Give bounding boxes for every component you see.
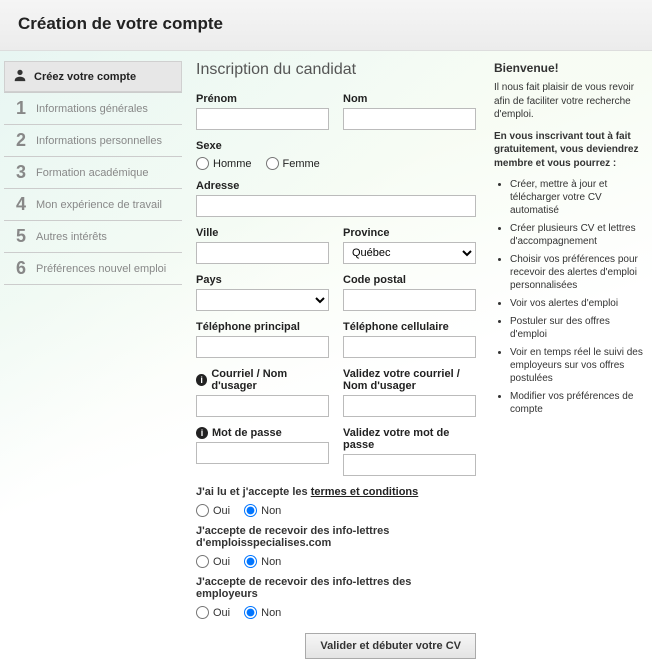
step-label: Informations générales (36, 103, 148, 115)
welcome-bullet: Voir vos alertes d'emploi (510, 297, 646, 310)
step-number: 5 (12, 226, 30, 247)
terms-yes-radio[interactable] (196, 504, 209, 517)
gender-female-option[interactable]: Femme (266, 157, 320, 170)
step-education[interactable]: 3 Formation académique (4, 157, 182, 189)
newsletter-site-yes[interactable]: Oui (196, 555, 230, 568)
welcome-p1: Il nous fait plaisir de vous revoir afin… (494, 81, 646, 122)
firstname-input[interactable] (196, 108, 329, 130)
email-confirm-label: Validez votre courriel / Nom d'usager (343, 368, 476, 392)
email-input[interactable] (196, 395, 329, 417)
city-label: Ville (196, 227, 329, 239)
address-input[interactable] (196, 195, 476, 217)
step-work-experience[interactable]: 4 Mon expérience de travail (4, 189, 182, 221)
terms-row: J'ai lu et j'accepte les termes et condi… (196, 486, 476, 498)
welcome-p2: En vous inscrivant tout à fait gratuitem… (494, 130, 646, 171)
step-other-interests[interactable]: 5 Autres intérêts (4, 221, 182, 253)
terms-yes[interactable]: Oui (196, 504, 230, 517)
firstname-label: Prénom (196, 93, 329, 105)
gender-male-option[interactable]: Homme (196, 157, 252, 170)
email-confirm-input[interactable] (343, 395, 476, 417)
phone-cell-label: Téléphone cellulaire (343, 321, 476, 333)
step-label: Formation académique (36, 167, 149, 179)
newsletter-emp-row: J'accepte de recevoir des info-lettres d… (196, 576, 476, 600)
step-job-preferences[interactable]: 6 Préférences nouvel emploi (4, 253, 182, 285)
country-select[interactable] (196, 289, 329, 311)
phone-cell-input[interactable] (343, 336, 476, 358)
province-select[interactable]: Québec (343, 242, 476, 264)
password-confirm-label: Validez votre mot de passe (343, 427, 476, 451)
user-icon (12, 68, 28, 85)
step-number: 1 (12, 98, 30, 119)
welcome-bullet: Créer, mettre à jour et télécharger votr… (510, 178, 646, 217)
step-label: Préférences nouvel emploi (36, 263, 166, 275)
step-label: Mon expérience de travail (36, 199, 162, 211)
newsletter-emp-no[interactable]: Non (244, 606, 281, 619)
step-number: 2 (12, 130, 30, 151)
welcome-bullet: Choisir vos préférences pour recevoir de… (510, 253, 646, 292)
gender-male-radio[interactable] (196, 157, 209, 170)
submit-button[interactable]: Valider et débuter votre CV (305, 633, 476, 659)
newsletter-site-no-radio[interactable] (244, 555, 257, 568)
info-icon: i (196, 427, 208, 439)
welcome-bullets: Créer, mettre à jour et télécharger votr… (494, 178, 646, 416)
address-label: Adresse (196, 180, 476, 192)
steps-sidebar: Créez votre compte 1 Informations généra… (4, 61, 182, 659)
welcome-bullet: Voir en temps réel le suivi des employeu… (510, 346, 646, 385)
step-personal-info[interactable]: 2 Informations personnelles (4, 125, 182, 157)
step-create-account[interactable]: Créez votre compte (4, 61, 182, 93)
info-icon: i (196, 374, 207, 386)
newsletter-emp-yes[interactable]: Oui (196, 606, 230, 619)
page-title: Création de votre compte (18, 14, 634, 34)
newsletter-emp-no-radio[interactable] (244, 606, 257, 619)
terms-link[interactable]: termes et conditions (311, 486, 419, 498)
password-confirm-input[interactable] (343, 454, 476, 476)
step-label: Informations personnelles (36, 135, 162, 147)
terms-no-radio[interactable] (244, 504, 257, 517)
step-general-info[interactable]: 1 Informations générales (4, 93, 182, 125)
form-title: Inscription du candidat (196, 61, 476, 79)
welcome-title: Bienvenue! (494, 61, 646, 75)
registration-form: Inscription du candidat Prénom Nom Sexe … (182, 61, 486, 659)
password-input[interactable] (196, 442, 329, 464)
page-header: Création de votre compte (0, 0, 652, 51)
step-label: Autres intérêts (36, 231, 107, 243)
newsletter-site-row: J'accepte de recevoir des info-lettres d… (196, 525, 476, 549)
terms-no[interactable]: Non (244, 504, 281, 517)
country-label: Pays (196, 274, 329, 286)
province-label: Province (343, 227, 476, 239)
city-input[interactable] (196, 242, 329, 264)
welcome-panel: Bienvenue! Il nous fait plaisir de vous … (486, 61, 646, 659)
newsletter-emp-yes-radio[interactable] (196, 606, 209, 619)
step-label: Créez votre compte (34, 71, 136, 83)
phone-main-label: Téléphone principal (196, 321, 329, 333)
step-number: 3 (12, 162, 30, 183)
lastname-label: Nom (343, 93, 476, 105)
newsletter-site-no[interactable]: Non (244, 555, 281, 568)
welcome-bullet: Modifier vos préférences de compte (510, 390, 646, 416)
newsletter-site-yes-radio[interactable] (196, 555, 209, 568)
step-number: 6 (12, 258, 30, 279)
gender-female-radio[interactable] (266, 157, 279, 170)
lastname-input[interactable] (343, 108, 476, 130)
password-label: iMot de passe (196, 427, 329, 439)
gender-label: Sexe (196, 140, 476, 152)
welcome-bullet: Postuler sur des offres d'emploi (510, 315, 646, 341)
email-label: iCourriel / Nom d'usager (196, 368, 329, 392)
welcome-bullet: Créer plusieurs CV et lettres d'accompag… (510, 222, 646, 248)
phone-main-input[interactable] (196, 336, 329, 358)
postalcode-label: Code postal (343, 274, 476, 286)
postalcode-input[interactable] (343, 289, 476, 311)
step-number: 4 (12, 194, 30, 215)
